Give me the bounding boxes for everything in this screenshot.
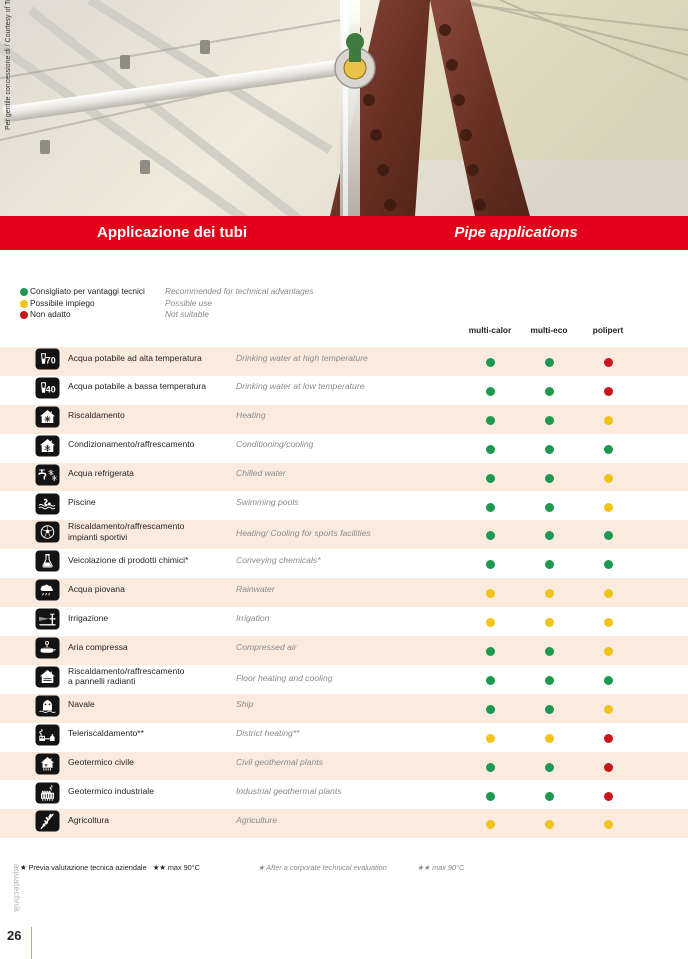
svg-text:40: 40 [46, 384, 56, 394]
svg-text:Per gentile concessione di / C: Per gentile concessione di / Courtesy of… [5, 0, 12, 130]
svg-text:70: 70 [46, 355, 56, 365]
